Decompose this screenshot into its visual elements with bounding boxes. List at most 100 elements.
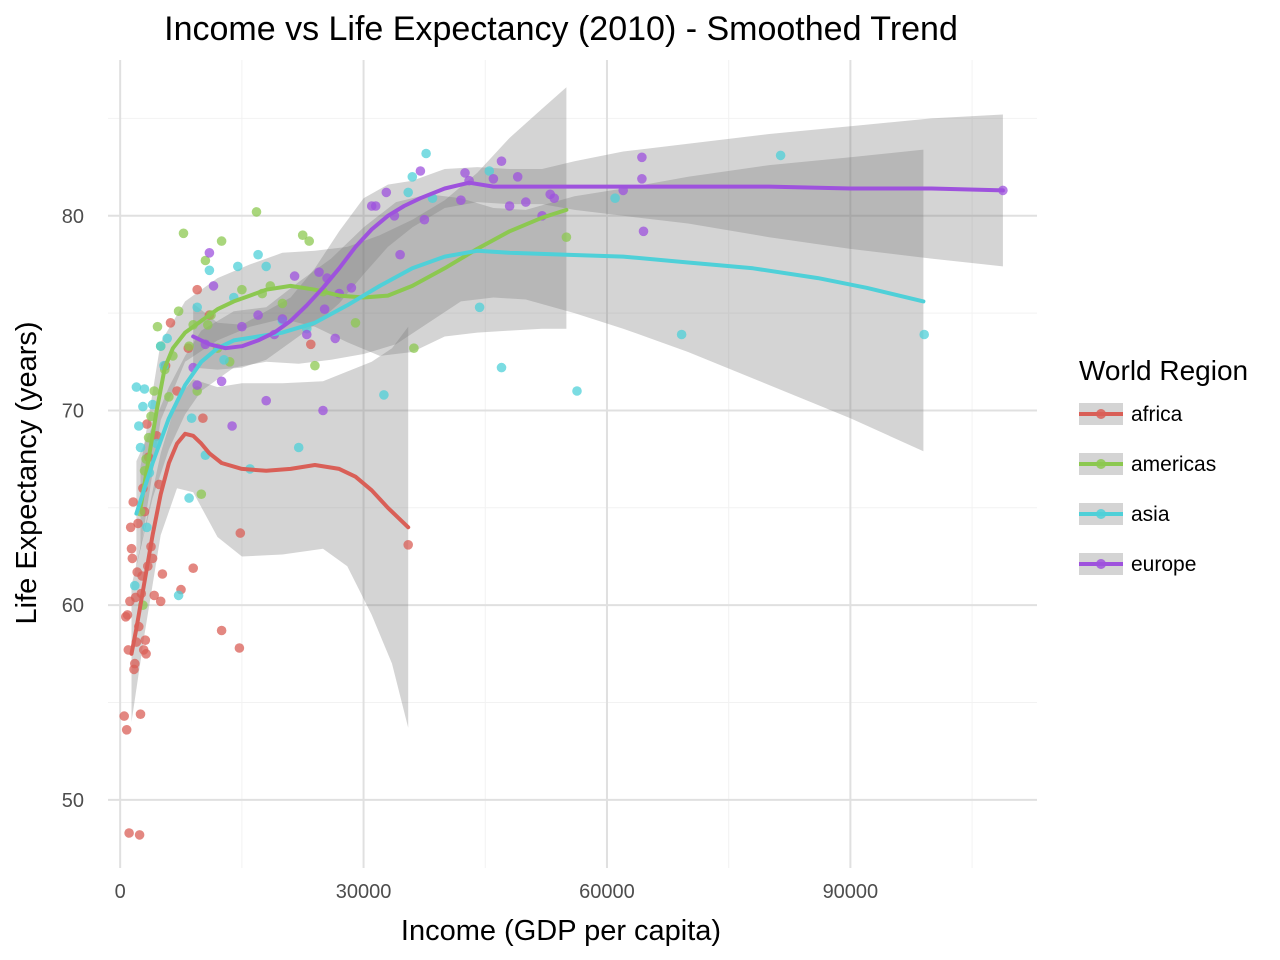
data-point-asia bbox=[173, 590, 184, 601]
data-point-asia bbox=[142, 522, 152, 533]
confidence-band-europe bbox=[193, 114, 1003, 370]
data-point-americas bbox=[310, 360, 320, 371]
data-point-asia bbox=[131, 382, 142, 392]
data-point-europe bbox=[460, 168, 470, 178]
data-point-europe bbox=[277, 314, 288, 324]
data-point-asia bbox=[610, 193, 620, 203]
data-point-europe bbox=[504, 201, 515, 211]
data-point-asia bbox=[130, 580, 140, 591]
data-point-asia bbox=[484, 166, 495, 176]
data-point-africa bbox=[122, 610, 133, 620]
data-point-asia bbox=[775, 150, 786, 161]
data-point-asia bbox=[293, 442, 304, 453]
legend-key-point bbox=[1096, 459, 1106, 469]
data-point-americas bbox=[178, 228, 189, 239]
data-point-asia bbox=[403, 187, 414, 198]
data-point-europe bbox=[638, 226, 649, 237]
data-point-americas bbox=[200, 255, 211, 266]
data-point-africa bbox=[216, 625, 227, 636]
data-point-europe bbox=[319, 304, 330, 315]
data-point-asia bbox=[233, 261, 243, 272]
x-axis-title: Income (GDP per capita) bbox=[401, 915, 721, 947]
data-point-europe bbox=[456, 195, 466, 205]
data-point-asia bbox=[407, 172, 418, 182]
data-point-africa bbox=[119, 711, 129, 721]
data-point-asia bbox=[261, 261, 272, 272]
data-point-africa bbox=[134, 830, 145, 840]
data-point-europe bbox=[253, 310, 263, 320]
data-point-africa bbox=[128, 497, 138, 507]
data-point-africa bbox=[234, 643, 245, 653]
data-point-europe bbox=[261, 395, 272, 406]
data-point-europe bbox=[216, 376, 227, 387]
data-point-asia bbox=[253, 249, 263, 260]
data-point-asia bbox=[919, 329, 929, 340]
y-tick-label: 80 bbox=[62, 206, 84, 228]
data-point-asia bbox=[186, 413, 197, 424]
data-point-asia bbox=[138, 401, 148, 412]
data-point-europe bbox=[314, 267, 324, 278]
data-point-africa bbox=[149, 590, 159, 601]
legend-items: africa americas asia europe bbox=[1079, 403, 1216, 576]
grid-layer bbox=[108, 60, 1037, 868]
data-point-africa bbox=[157, 569, 168, 579]
data-point-europe bbox=[227, 421, 237, 431]
data-point-americas bbox=[203, 320, 213, 330]
data-point-europe bbox=[549, 193, 559, 203]
trend-line-americas bbox=[138, 207, 569, 510]
x-tick-label: 30000 bbox=[336, 881, 392, 903]
data-point-asia bbox=[147, 399, 158, 410]
legend-label-americas: americas bbox=[1131, 453, 1216, 476]
x-tick-label: 90000 bbox=[823, 881, 879, 903]
data-point-europe bbox=[637, 174, 647, 184]
data-point-africa bbox=[124, 828, 134, 838]
data-point-asia bbox=[192, 302, 202, 313]
data-point-europe bbox=[381, 187, 392, 198]
data-point-asia bbox=[219, 355, 229, 365]
tick-label-layer: 0 30000 60000 90000 50 60 70 80 bbox=[62, 206, 878, 903]
data-point-africa bbox=[126, 543, 137, 554]
data-point-africa bbox=[140, 635, 151, 645]
data-point-africa bbox=[188, 563, 198, 573]
data-point-americas bbox=[304, 236, 315, 246]
data-point-europe bbox=[521, 197, 531, 207]
x-tick-label: 0 bbox=[115, 881, 126, 903]
data-point-asia bbox=[496, 362, 507, 373]
data-point-africa bbox=[155, 596, 166, 607]
data-point-africa bbox=[130, 658, 140, 669]
data-point-americas bbox=[149, 386, 159, 396]
data-point-asia bbox=[572, 386, 582, 396]
data-point-europe bbox=[289, 271, 300, 281]
data-point-africa bbox=[141, 649, 151, 659]
legend-key-point bbox=[1096, 509, 1106, 519]
trend-line-asia bbox=[134, 248, 926, 516]
data-point-asia bbox=[155, 341, 166, 352]
data-point-americas bbox=[251, 207, 262, 217]
data-point-americas bbox=[196, 489, 207, 500]
data-point-europe bbox=[419, 214, 430, 225]
data-point-europe bbox=[237, 321, 247, 332]
legend-label-africa: africa bbox=[1131, 403, 1183, 426]
data-point-asia bbox=[139, 384, 150, 394]
data-point-americas bbox=[164, 392, 174, 402]
data-point-africa bbox=[403, 540, 414, 550]
data-point-europe bbox=[318, 405, 328, 416]
data-point-europe bbox=[395, 249, 405, 260]
trend-line-layer bbox=[129, 180, 1005, 656]
data-point-africa bbox=[121, 725, 132, 735]
data-point-americas bbox=[409, 343, 419, 354]
data-point-asia bbox=[135, 442, 146, 453]
data-point-africa bbox=[198, 413, 208, 424]
data-point-africa bbox=[125, 522, 136, 533]
y-tick-label: 60 bbox=[62, 595, 84, 617]
legend-key-point bbox=[1096, 559, 1106, 569]
data-point-americas bbox=[350, 318, 361, 328]
data-point-asia bbox=[421, 148, 431, 159]
data-point-americas bbox=[561, 232, 572, 242]
data-point-americas bbox=[152, 321, 163, 332]
scatter-point-layer bbox=[119, 148, 1008, 840]
data-point-europe bbox=[302, 329, 312, 340]
legend-title: World Region bbox=[1079, 355, 1248, 386]
data-point-europe bbox=[415, 166, 426, 176]
data-point-africa bbox=[133, 518, 143, 529]
